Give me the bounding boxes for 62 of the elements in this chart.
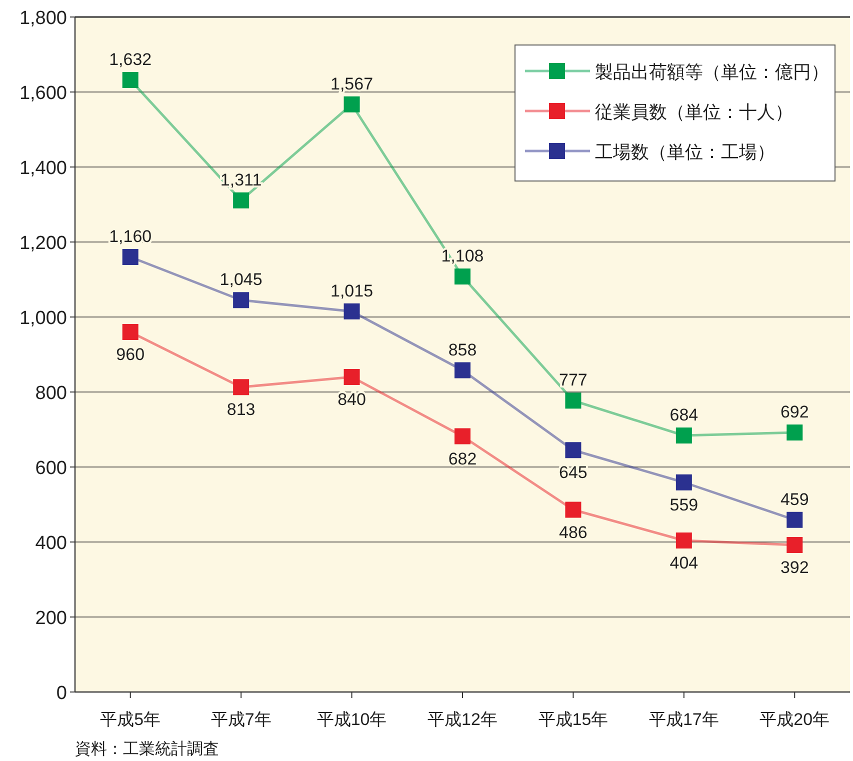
legend-label: 従業員数（単位：十人） [595,102,793,122]
data-label: 486 [559,522,588,542]
point [344,303,360,320]
data-label: 960 [116,345,145,364]
point [676,532,692,548]
data-label: 1,632 [109,50,152,69]
data-label: 1,160 [109,227,152,246]
y-tick-label: 800 [35,383,67,404]
data-label: 1,311 [220,170,262,190]
x-tick-label: 平成17年 [648,710,719,729]
point [122,324,138,340]
point [454,428,470,444]
y-tick-label: 1,400 [19,158,67,179]
data-label: 1,015 [330,281,374,300]
point [233,292,250,308]
data-label: 1,045 [220,270,262,290]
point [786,424,803,440]
data-label: 645 [559,463,588,482]
point [344,96,360,112]
x-tick-label: 平成5年 [100,710,161,729]
x-tick-label: 平成20年 [760,710,830,729]
data-label: 858 [448,340,477,360]
point [786,537,803,553]
data-label: 840 [338,390,366,409]
y-tick-label: 1,600 [19,83,67,104]
data-label: 459 [780,490,809,509]
data-label: 692 [780,402,809,422]
text: 資料：工業統計調査 [75,740,219,758]
point [565,442,582,458]
x-tick-label: 平成15年 [538,710,608,729]
x-tick-label: 平成7年 [210,710,272,729]
x-tick-label: 平成12年 [428,710,498,729]
data-label: 777 [559,370,588,390]
point [122,72,138,88]
y-tick-label: 1,800 [19,8,67,29]
y-tick-label: 0 [56,683,67,704]
x-tick-label: 平成10年 [316,710,387,729]
legend-label: 工場数（単位：工場） [595,142,775,162]
data-label: 392 [780,558,809,577]
point [344,369,360,385]
point [565,392,582,409]
data-label: 404 [670,554,698,572]
data-label: 684 [670,406,698,424]
data-label: 813 [226,400,256,420]
point [786,512,803,528]
point [233,379,250,396]
point [122,249,138,265]
y-tick-label: 600 [35,458,67,479]
point [565,502,582,518]
data-label: 682 [448,449,477,468]
point [676,474,692,490]
y-tick-label: 1,200 [19,233,67,254]
point [454,268,470,284]
point [454,362,470,378]
legend-label: 製品出荷額等（単位：億円） [595,62,829,82]
y-tick-label: 1,000 [19,308,67,329]
data-label: 1,567 [330,74,374,94]
y-tick-label: 200 [35,608,67,629]
point [676,428,692,444]
data-label: 559 [670,495,698,514]
point [233,192,250,208]
y-tick-label: 400 [35,533,67,554]
